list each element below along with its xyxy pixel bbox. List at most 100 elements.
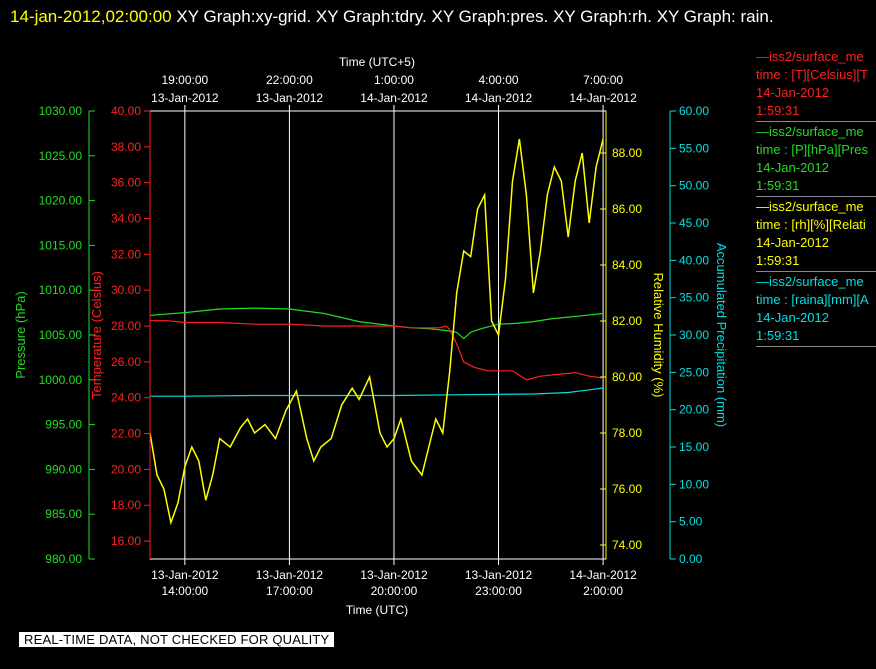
temperature-tick-label: 18.00 [111, 498, 141, 512]
temperature-tick-label: 22.00 [111, 427, 141, 441]
humidity-tick-label: 86.00 [612, 202, 642, 216]
pressure-tick-label: 1025.00 [39, 149, 83, 163]
pressure-tick-label: 1030.00 [39, 104, 83, 118]
pressure-tick-label: 1000.00 [39, 373, 83, 387]
legend-name: —iss2/surface_me [756, 49, 864, 64]
pressure-tick-label: 985.00 [45, 507, 82, 521]
temperature-tick-label: 26.00 [111, 355, 141, 369]
top-tick-date: 13-Jan-2012 [256, 91, 324, 105]
precipitation-tick-label: 5.00 [679, 515, 703, 529]
series-line-precipitation [150, 387, 604, 397]
series-layer [149, 138, 604, 526]
pressure-axis-title: Pressure (hPa) [13, 291, 28, 378]
bottom-tick-date: 13-Jan-2012 [360, 568, 428, 582]
legend-time: 1:59:31 [756, 328, 800, 343]
precipitation-tick-label: 35.00 [679, 291, 709, 305]
humidity-tick-label: 84.00 [612, 258, 642, 272]
top-time-axis-label: Time (UTC+5) [339, 55, 415, 69]
bottom-tick-time: 23:00:00 [475, 584, 522, 598]
legend-label: time : [P][hPa][Pres [756, 142, 868, 157]
precipitation-tick-label: 20.00 [679, 403, 709, 417]
legend-date: 14-Jan-2012 [756, 160, 829, 175]
precipitation-tick-label: 40.00 [679, 253, 709, 267]
bottom-tick-date: 13-Jan-2012 [465, 568, 533, 582]
header-titles: XY Graph:xy-grid. XY Graph:tdry. XY Grap… [176, 7, 774, 26]
top-tick-date: 14-Jan-2012 [360, 91, 428, 105]
precipitation-tick-label: 25.00 [679, 365, 709, 379]
top-tick-date: 13-Jan-2012 [151, 91, 219, 105]
bottom-time-axis-label: Time (UTC) [346, 603, 408, 617]
humidity-tick-label: 74.00 [612, 538, 642, 552]
humidity-axis-title: Relative Humidity (%) [651, 273, 666, 398]
top-tick-time: 22:00:00 [266, 73, 313, 87]
temperature-tick-label: 30.00 [111, 283, 141, 297]
pressure-tick-label: 1020.00 [39, 194, 83, 208]
legend-divider [756, 271, 876, 272]
grid-layer [184, 111, 604, 559]
legend-name: —iss2/surface_me [756, 124, 864, 139]
bottom-tick-date: 13-Jan-2012 [256, 568, 324, 582]
legend-label: time : [T][Celsius][T [756, 67, 868, 82]
temperature-tick-label: 34.00 [111, 212, 141, 226]
temperature-tick-label: 36.00 [111, 176, 141, 190]
legend-divider [756, 121, 876, 122]
pressure-tick-label: 980.00 [45, 552, 82, 566]
temperature-tick-label: 38.00 [111, 140, 141, 154]
temperature-tick-label: 40.00 [111, 104, 141, 118]
legend-divider [756, 346, 876, 347]
humidity-tick-label: 80.00 [612, 370, 642, 384]
precipitation-tick-label: 30.00 [679, 328, 709, 342]
temperature-tick-label: 28.00 [111, 319, 141, 333]
legend-time: 1:59:31 [756, 103, 800, 118]
plot-frame-rect [149, 110, 607, 560]
precipitation-tick-label: 10.00 [679, 477, 709, 491]
legend-date: 14-Jan-2012 [756, 310, 829, 325]
temperature-tick-label: 20.00 [111, 462, 141, 476]
bottom-tick-date: 14-Jan-2012 [569, 568, 637, 582]
quality-warning: REAL-TIME DATA, NOT CHECKED FOR QUALITY [19, 632, 335, 647]
humidity-tick-label: 78.00 [612, 426, 642, 440]
graph-header: 14-jan-2012,02:00:00 XY Graph:xy-grid. X… [10, 3, 870, 30]
legend-label: time : [raina][mm][A [756, 292, 869, 307]
precipitation-tick-label: 0.00 [679, 552, 703, 566]
top-tick-time: 7:00:00 [583, 73, 623, 87]
precipitation-tick-label: 60.00 [679, 104, 709, 118]
axes-layer: 980.00 985.00 990.00 995.00 1000.00 1005.00 10… [13, 104, 729, 566]
legend-date: 14-Jan-2012 [756, 85, 829, 100]
temperature-tick-label: 16.00 [111, 534, 141, 548]
humidity-tick-label: 76.00 [612, 482, 642, 496]
top-tick-time: 1:00:00 [374, 73, 414, 87]
bottom-tick-time: 17:00:00 [266, 584, 313, 598]
top-tick-time: 19:00:00 [161, 73, 208, 87]
bottom-tick-time: 2:00:00 [583, 584, 623, 598]
humidity-tick-label: 82.00 [612, 314, 642, 328]
bottom-tick-time: 14:00:00 [161, 584, 208, 598]
precipitation-tick-label: 45.00 [679, 216, 709, 230]
precipitation-tick-label: 55.00 [679, 141, 709, 155]
pressure-tick-label: 1015.00 [39, 238, 83, 252]
temperature-tick-label: 32.00 [111, 247, 141, 261]
legend-label: time : [rh][%][Relati [756, 217, 866, 232]
series-line-pressure [149, 307, 604, 340]
legend-name: —iss2/surface_me [756, 199, 864, 214]
temperature-axis-title: Temperature (Celsius) [89, 271, 104, 399]
precipitation-tick-label: 50.00 [679, 179, 709, 193]
legend-time: 1:59:31 [756, 253, 800, 268]
legend-time: 1:59:31 [756, 178, 800, 193]
temperature-tick-label: 24.00 [111, 391, 141, 405]
header-timestamp: 14-jan-2012,02:00:00 [10, 7, 172, 26]
legend-divider [756, 196, 876, 197]
precipitation-axis-title: Accumulated Precipitation (mm) [714, 243, 729, 427]
precipitation-tick-label: 15.00 [679, 440, 709, 454]
top-tick-time: 4:00:00 [479, 73, 519, 87]
time-axes: 13-Jan-2012 14:00:00 19:00:00 13-Jan-2012 13… [151, 55, 637, 617]
top-tick-date: 14-Jan-2012 [465, 91, 533, 105]
legend-date: 14-Jan-2012 [756, 235, 829, 250]
legend-name: —iss2/surface_me [756, 274, 864, 289]
bottom-tick-date: 13-Jan-2012 [151, 568, 219, 582]
